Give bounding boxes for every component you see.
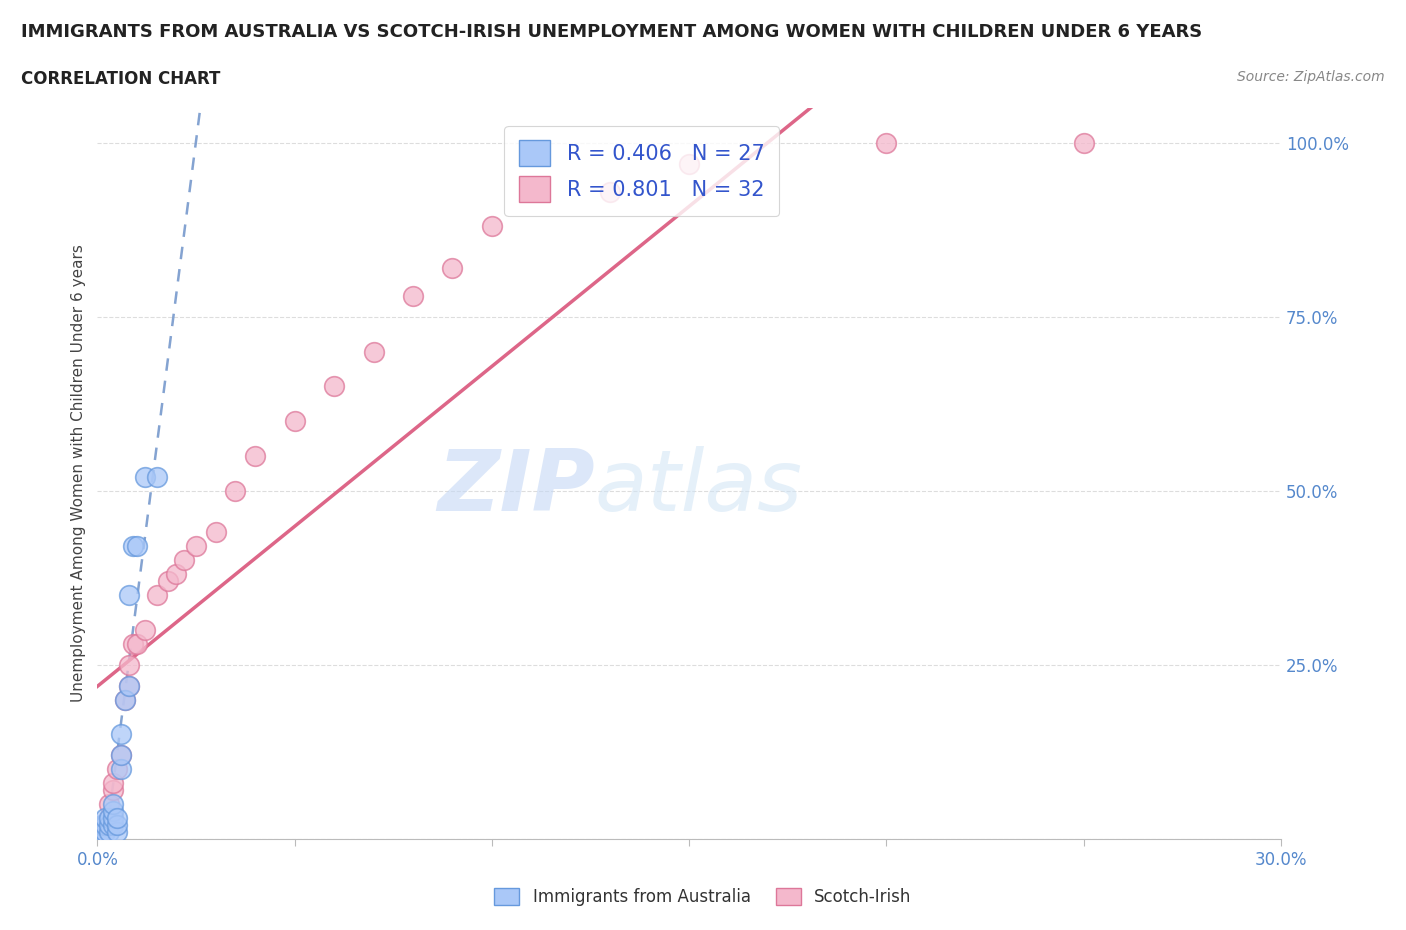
- Point: [114, 692, 136, 707]
- Point: [402, 288, 425, 303]
- Point: [101, 776, 124, 790]
- Point: [90, 824, 112, 839]
- Point: [125, 539, 148, 554]
- Point: [165, 566, 187, 581]
- Point: [118, 658, 141, 672]
- Text: atlas: atlas: [595, 446, 803, 529]
- Point: [678, 156, 700, 171]
- Point: [101, 817, 124, 832]
- Point: [94, 817, 117, 832]
- Text: CORRELATION CHART: CORRELATION CHART: [21, 70, 221, 87]
- Point: [157, 574, 180, 589]
- Text: Source: ZipAtlas.com: Source: ZipAtlas.com: [1237, 70, 1385, 84]
- Point: [110, 727, 132, 742]
- Point: [98, 817, 121, 832]
- Point: [323, 379, 346, 393]
- Legend: Immigrants from Australia, Scotch-Irish: Immigrants from Australia, Scotch-Irish: [488, 881, 918, 912]
- Legend: R = 0.406   N = 27, R = 0.801   N = 32: R = 0.406 N = 27, R = 0.801 N = 32: [505, 126, 779, 216]
- Point: [173, 553, 195, 568]
- Point: [89, 824, 111, 839]
- Point: [121, 539, 143, 554]
- Point: [125, 636, 148, 651]
- Text: IMMIGRANTS FROM AUSTRALIA VS SCOTCH-IRISH UNEMPLOYMENT AMONG WOMEN WITH CHILDREN: IMMIGRANTS FROM AUSTRALIA VS SCOTCH-IRIS…: [21, 23, 1202, 41]
- Point: [284, 414, 307, 429]
- Point: [105, 817, 128, 832]
- Point: [1073, 136, 1095, 151]
- Point: [118, 588, 141, 603]
- Point: [875, 136, 897, 151]
- Point: [145, 470, 167, 485]
- Point: [90, 817, 112, 832]
- Point: [98, 810, 121, 825]
- Point: [134, 470, 156, 485]
- Point: [110, 748, 132, 763]
- Point: [110, 748, 132, 763]
- Point: [101, 782, 124, 797]
- Point: [94, 810, 117, 825]
- Point: [94, 817, 117, 832]
- Point: [101, 796, 124, 811]
- Point: [224, 484, 246, 498]
- Point: [121, 636, 143, 651]
- Point: [441, 260, 464, 275]
- Point: [481, 219, 503, 233]
- Point: [105, 824, 128, 839]
- Y-axis label: Unemployment Among Women with Children Under 6 years: Unemployment Among Women with Children U…: [72, 245, 86, 702]
- Text: ZIP: ZIP: [437, 446, 595, 529]
- Point: [363, 344, 385, 359]
- Point: [98, 810, 121, 825]
- Point: [599, 184, 621, 199]
- Point: [118, 678, 141, 693]
- Point: [105, 810, 128, 825]
- Point: [118, 678, 141, 693]
- Point: [101, 804, 124, 818]
- Point: [243, 448, 266, 463]
- Point: [105, 762, 128, 777]
- Point: [184, 539, 207, 554]
- Point: [101, 810, 124, 825]
- Point: [145, 588, 167, 603]
- Point: [204, 525, 226, 540]
- Point: [134, 622, 156, 637]
- Point: [90, 824, 112, 839]
- Point: [94, 824, 117, 839]
- Point: [110, 762, 132, 777]
- Point: [98, 796, 121, 811]
- Point: [91, 817, 114, 832]
- Point: [98, 824, 121, 839]
- Point: [114, 692, 136, 707]
